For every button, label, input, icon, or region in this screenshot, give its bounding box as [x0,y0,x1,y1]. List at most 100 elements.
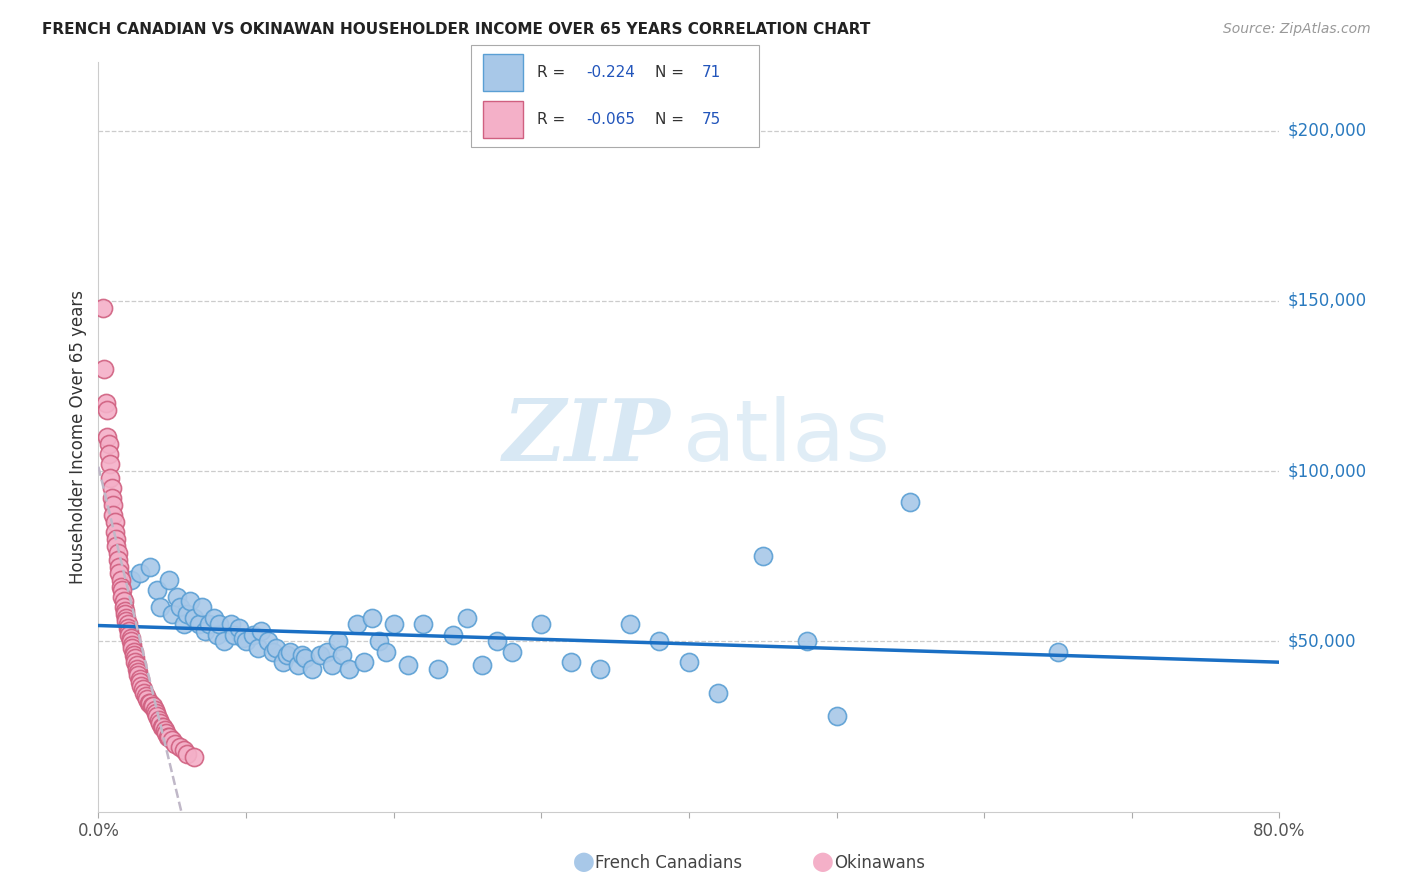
Point [97,437,120,451]
Point [276,648,298,662]
Point [326,634,349,648]
Point [155,726,177,740]
Text: 71: 71 [702,65,721,79]
Point [321,658,343,673]
Point [128,675,150,690]
Point [114,604,136,618]
Point [396,658,419,673]
Point [139,696,162,710]
Point [115,610,138,624]
Point [900,495,922,509]
Point [145,706,167,720]
Point [198,617,221,632]
Point [104,525,127,540]
Point [127,665,149,679]
Point [825,709,848,723]
Point [121,638,143,652]
Point [219,617,242,632]
Point [110,580,132,594]
Text: 75: 75 [702,112,721,127]
Point [128,566,150,581]
Point [134,685,156,699]
Point [98,471,121,485]
Text: N =: N = [655,65,685,79]
Point [589,662,612,676]
Point [191,600,214,615]
Point [157,573,180,587]
Point [194,624,217,639]
Text: $50,000: $50,000 [1288,632,1357,650]
Point [309,648,332,662]
Point [124,651,146,665]
Point [125,662,148,676]
Point [104,515,127,529]
Point [278,645,302,659]
Point [232,631,254,645]
Point [125,658,148,673]
Point [138,696,160,710]
Point [117,621,139,635]
Point [166,590,188,604]
Point [235,634,257,648]
Point [129,679,152,693]
Point [118,624,141,639]
Point [148,713,170,727]
Point [353,655,375,669]
Point [97,447,120,461]
Point [98,458,121,472]
Point [150,720,173,734]
Point [456,610,478,624]
Point [114,607,136,622]
Point [100,491,122,506]
Point [441,627,464,641]
Text: R =: R = [537,65,565,79]
Point [117,617,139,632]
Point [162,733,183,747]
Point [105,533,128,547]
Point [183,610,205,624]
Point [120,634,142,648]
Point [619,617,641,632]
Point [173,743,195,757]
Point [346,617,368,632]
Point [128,672,150,686]
Text: ⬤: ⬤ [572,853,595,872]
Point [122,645,145,659]
Point [560,655,582,669]
Point [271,655,294,669]
Point [96,430,118,444]
Point [120,631,142,645]
Point [108,559,131,574]
Point [141,699,163,714]
Point [530,617,553,632]
Point [173,617,195,632]
Point [111,590,134,604]
Point [224,627,246,641]
Text: Okinawans: Okinawans [834,855,925,872]
Point [501,645,523,659]
Text: $150,000: $150,000 [1288,292,1367,310]
Point [471,658,494,673]
Point [257,634,280,648]
Text: $100,000: $100,000 [1288,462,1367,480]
Text: ⬤: ⬤ [811,853,834,872]
Point [112,593,135,607]
Point [169,739,191,754]
Point [287,658,309,673]
Point [751,549,773,564]
Text: French Canadians: French Canadians [595,855,742,872]
Point [118,627,141,641]
Point [707,685,730,699]
Point [107,546,129,560]
Text: R =: R = [537,112,565,127]
Point [1046,645,1069,659]
Text: $200,000: $200,000 [1288,121,1367,139]
Point [486,634,509,648]
Point [330,648,353,662]
Point [115,614,138,628]
Point [124,655,146,669]
Point [108,566,131,581]
Point [162,607,183,622]
Point [135,689,157,703]
Point [152,720,174,734]
